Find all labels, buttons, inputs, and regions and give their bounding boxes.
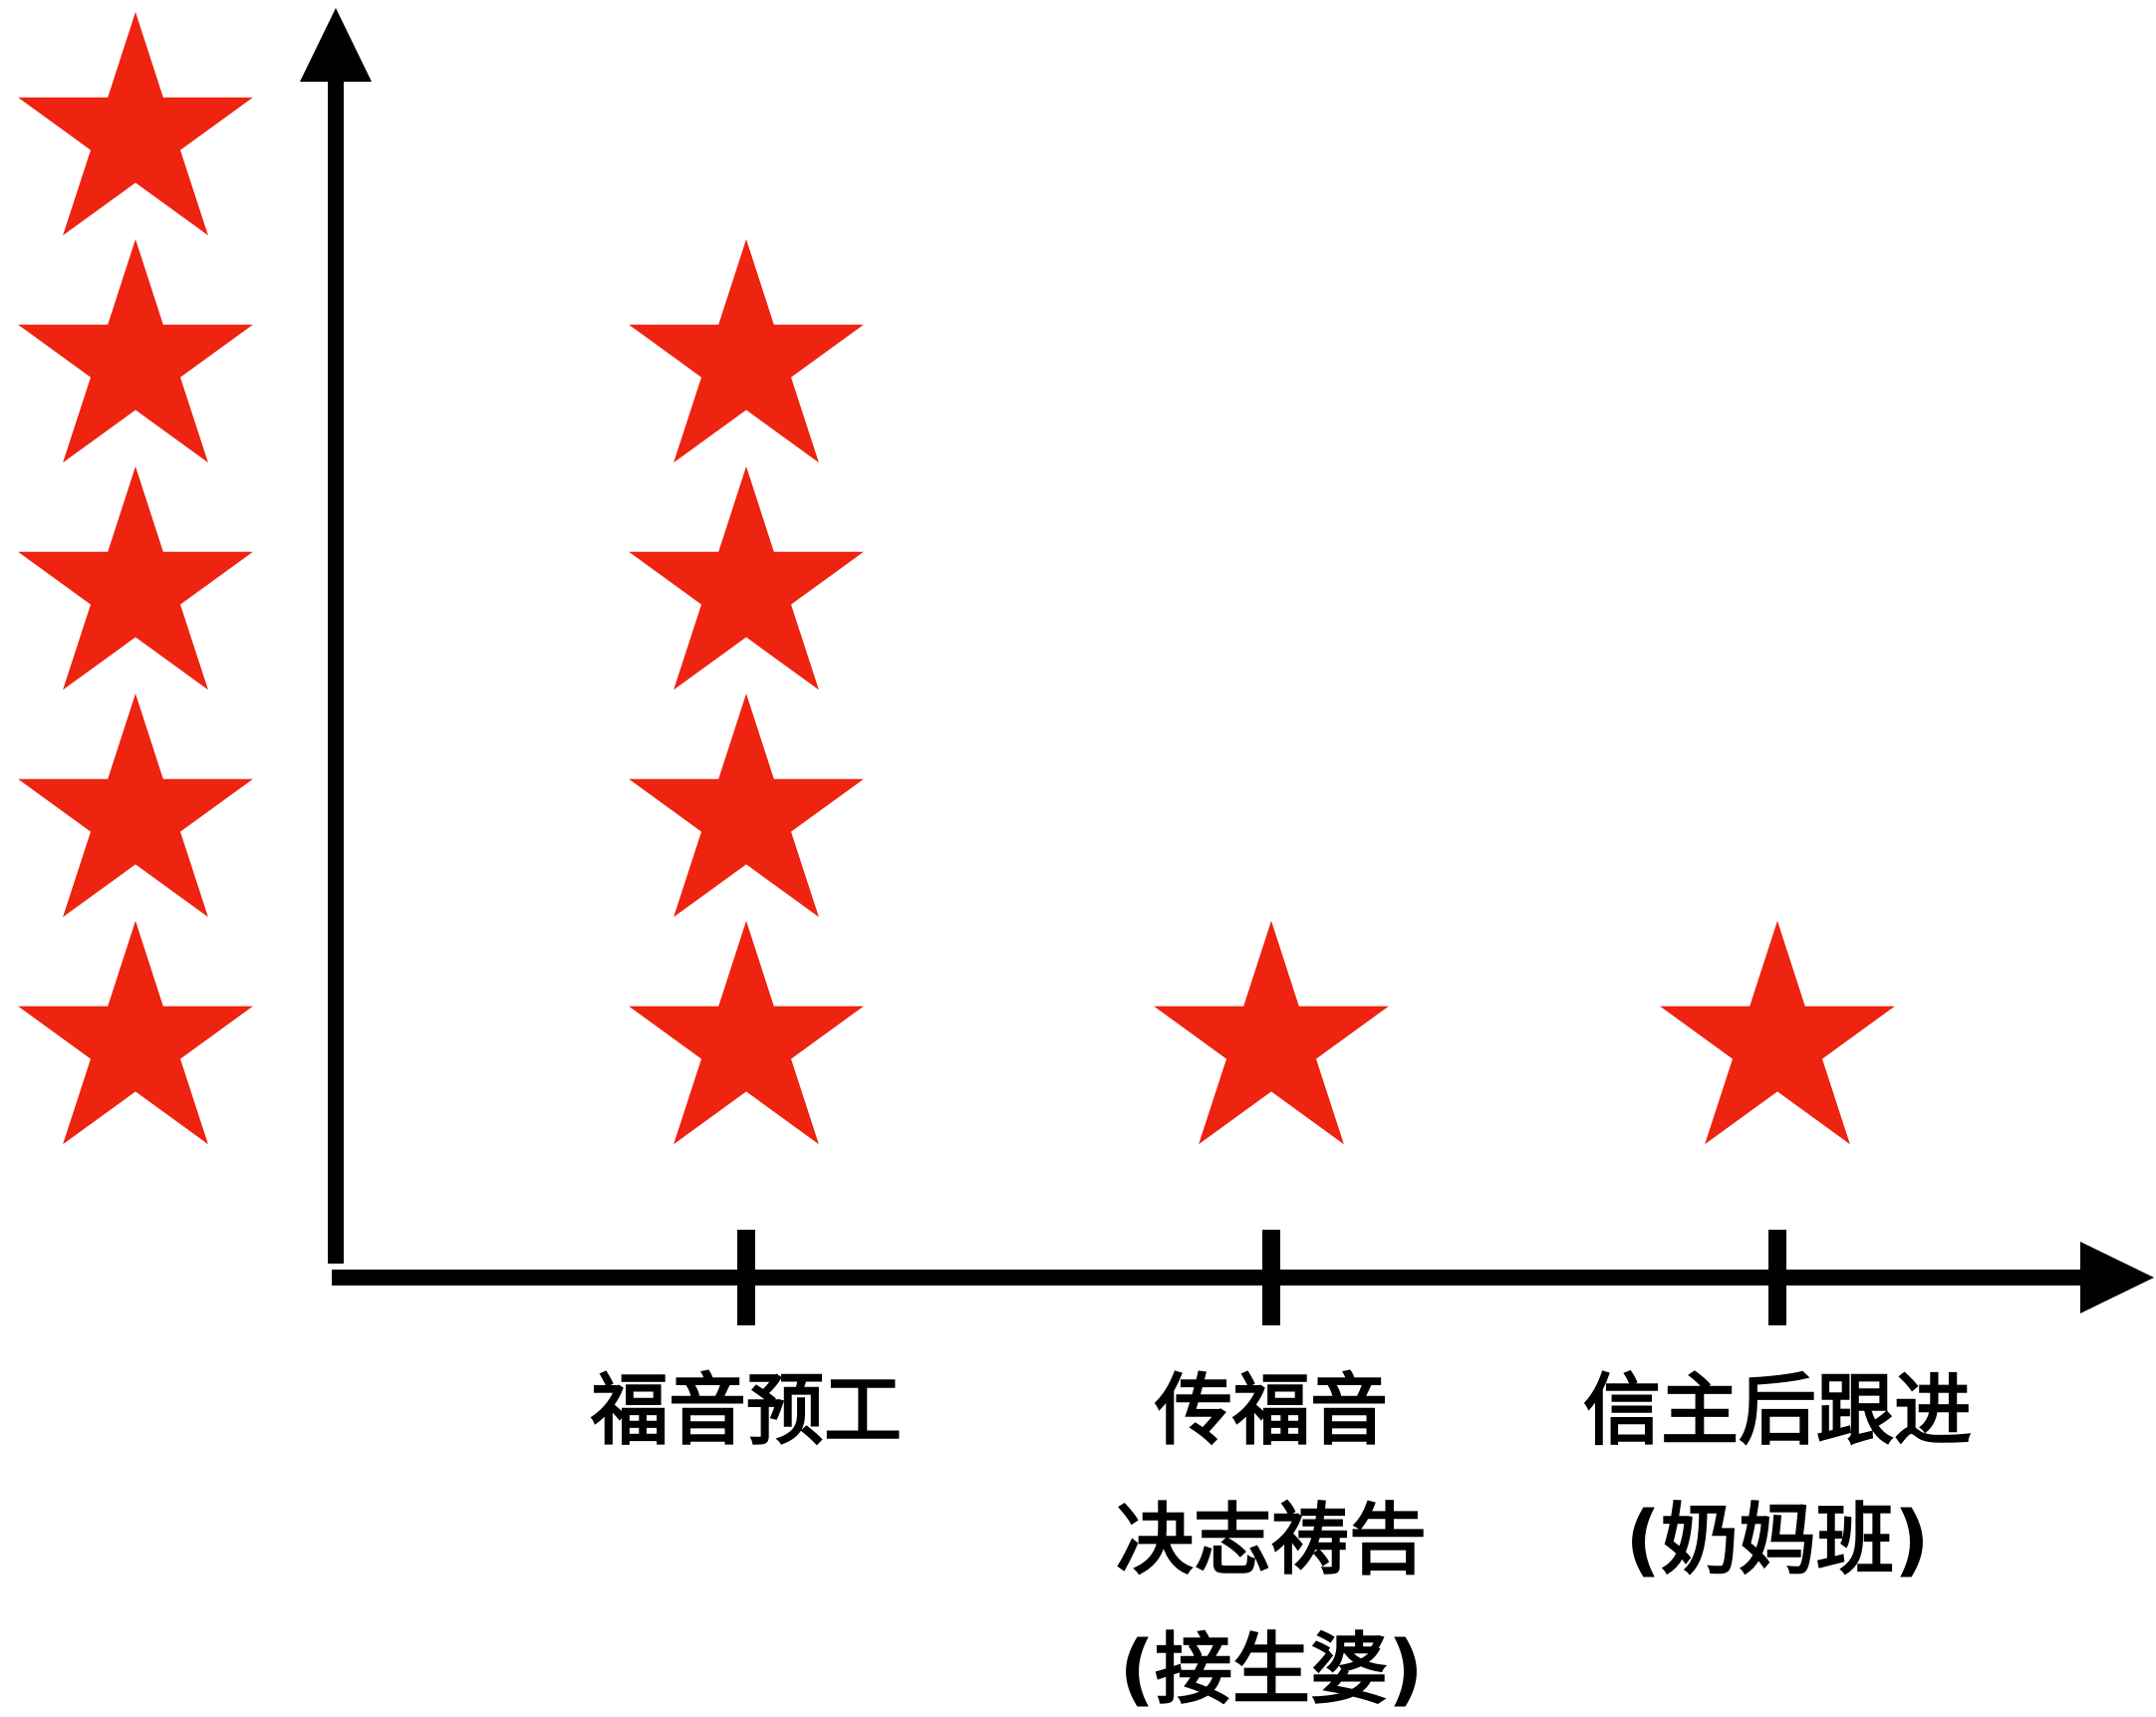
x-tick-label: (奶妈班) (1625, 1496, 1929, 1585)
scale-star-marker (18, 239, 253, 463)
data-star-marker (629, 921, 864, 1145)
data-star-marker (629, 694, 864, 918)
x-axis-arrowhead (2080, 1242, 2154, 1313)
axes (300, 8, 2154, 1313)
data-star-marker (1660, 921, 1895, 1145)
data-stars (629, 239, 1895, 1145)
x-ticks (737, 1230, 1786, 1325)
scale-star-marker (18, 12, 253, 236)
y-axis-arrowhead (300, 8, 372, 82)
x-tick-label: (接生婆) (1119, 1625, 1423, 1715)
x-tick-label: 信主后跟进 (1583, 1366, 1972, 1456)
data-star-marker (629, 466, 864, 691)
data-star-marker (1154, 921, 1389, 1145)
scale-star-marker (18, 694, 253, 918)
scale-star-marker (18, 466, 253, 691)
x-tick-label: 福音预工 (590, 1366, 902, 1456)
scale-star-marker (18, 921, 253, 1145)
x-tick-label: 决志祷告 (1116, 1496, 1427, 1585)
x-tick-label: 传福音 (1154, 1366, 1388, 1456)
y-scale-stars (18, 12, 253, 1145)
data-star-marker (629, 239, 864, 463)
